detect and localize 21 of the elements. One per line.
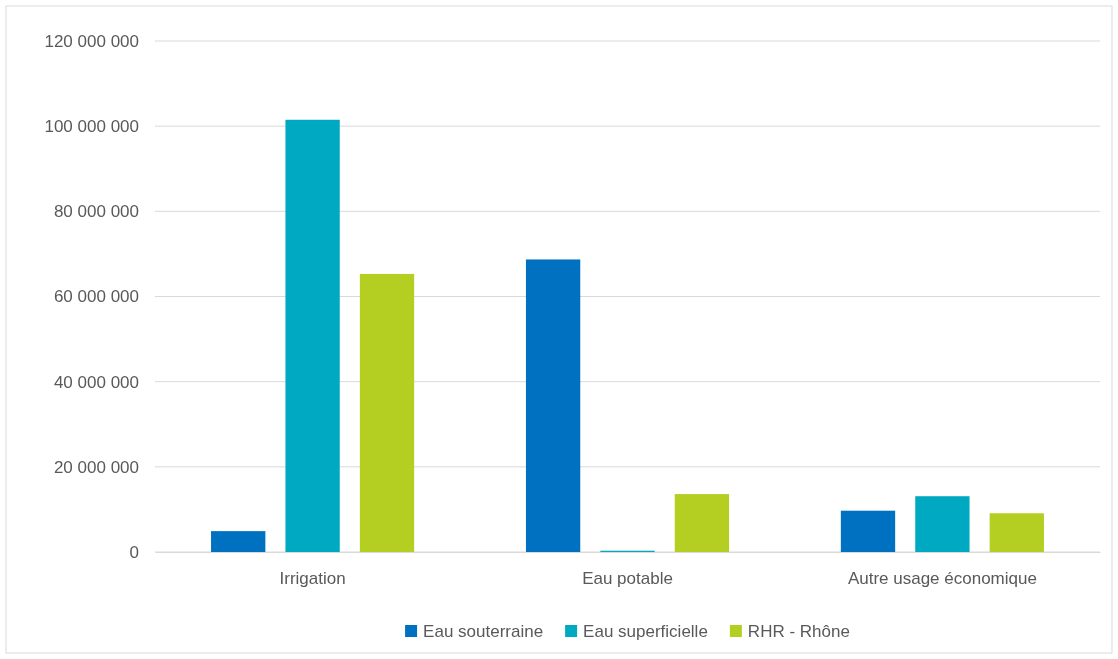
bar bbox=[525, 259, 581, 552]
y-tick-label: 80 000 000 bbox=[53, 202, 139, 222]
x-tick-label: Autre usage économique bbox=[847, 569, 1037, 589]
y-tick-label: 60 000 000 bbox=[53, 287, 139, 307]
x-tick-label: Irrigation bbox=[279, 569, 346, 589]
bar bbox=[674, 494, 730, 552]
y-tick-label: 20 000 000 bbox=[53, 457, 139, 477]
y-tick-label: 100 000 000 bbox=[44, 117, 139, 137]
y-tick-label: 120 000 000 bbox=[44, 31, 139, 51]
y-tick-label: 0 bbox=[129, 542, 139, 562]
x-tick-label: Eau potable bbox=[582, 569, 673, 589]
bar bbox=[989, 513, 1044, 552]
bar bbox=[359, 273, 415, 552]
bar bbox=[840, 510, 896, 552]
bar bbox=[211, 531, 266, 552]
legend-label: Eau superficielle bbox=[583, 622, 708, 641]
legend-label: Eau souterraine bbox=[423, 622, 544, 641]
y-tick-label: 40 000 000 bbox=[53, 372, 139, 392]
bar bbox=[915, 496, 970, 552]
legend-label: RHR - Rhône bbox=[747, 622, 850, 641]
bar bbox=[285, 119, 340, 552]
